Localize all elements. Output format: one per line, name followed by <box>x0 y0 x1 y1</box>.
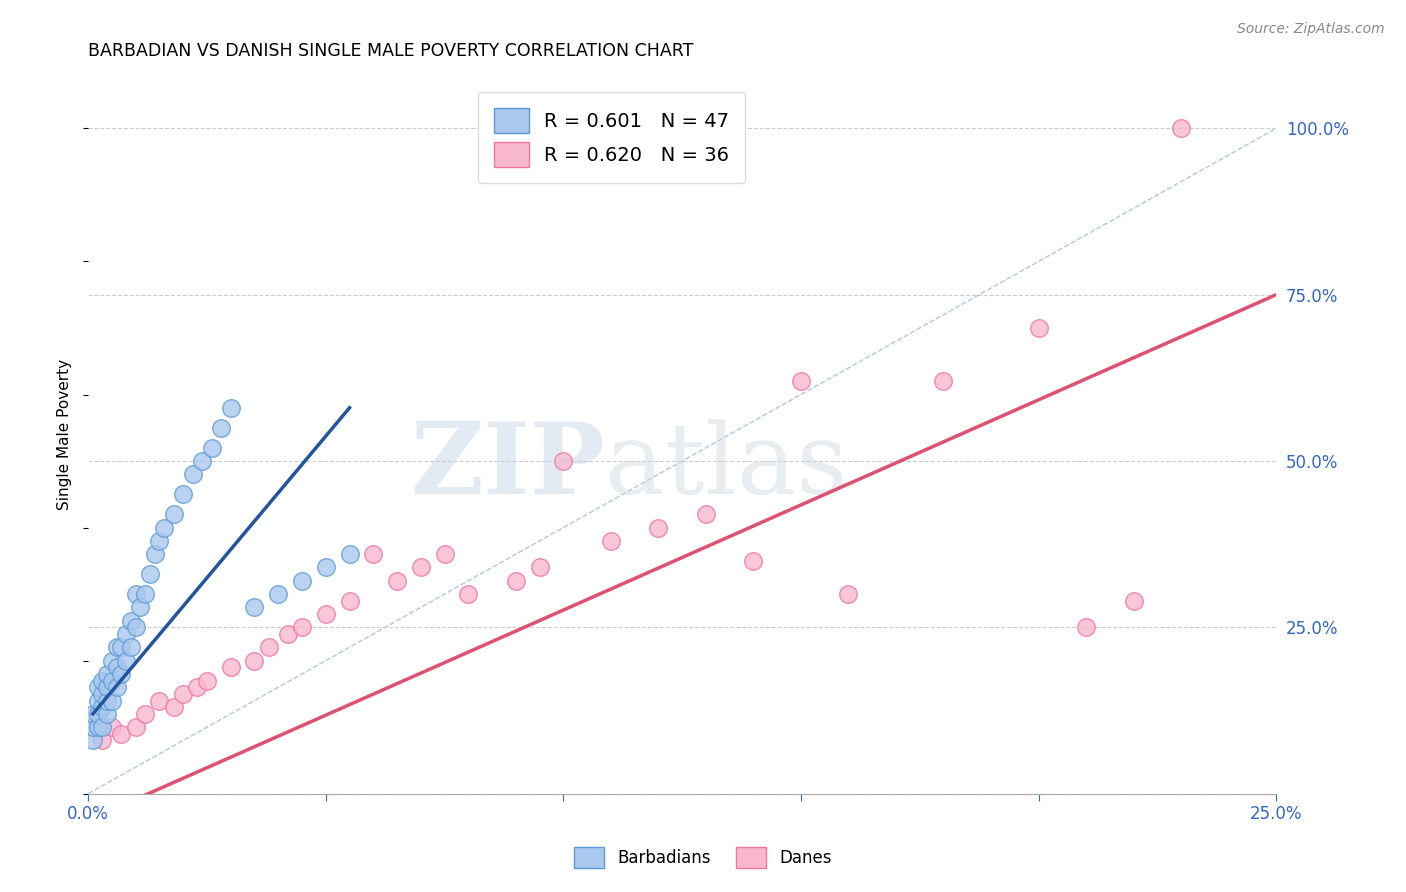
Point <box>1170 121 1192 136</box>
Point <box>191 454 214 468</box>
Point <box>86 693 108 707</box>
Point <box>96 667 118 681</box>
Point <box>82 706 104 721</box>
Point <box>385 574 408 588</box>
Point <box>82 733 104 747</box>
Point <box>291 620 314 634</box>
Point <box>361 547 384 561</box>
Point <box>599 533 621 548</box>
Point <box>1074 620 1097 634</box>
Point <box>120 640 142 655</box>
Point <box>91 700 114 714</box>
Point <box>115 654 138 668</box>
Point <box>101 693 124 707</box>
Point <box>91 720 114 734</box>
Point <box>101 720 124 734</box>
Point <box>209 421 232 435</box>
Point <box>129 600 152 615</box>
Point <box>1122 593 1144 607</box>
Y-axis label: Single Male Poverty: Single Male Poverty <box>58 359 72 510</box>
Point <box>339 593 361 607</box>
Point <box>172 487 194 501</box>
Point <box>96 680 118 694</box>
Text: ZIP: ZIP <box>411 418 605 516</box>
Point <box>790 374 813 388</box>
Point <box>148 693 170 707</box>
Point <box>647 520 669 534</box>
Point <box>120 614 142 628</box>
Point <box>86 720 108 734</box>
Legend: Barbadians, Danes: Barbadians, Danes <box>568 840 838 875</box>
Point <box>186 680 208 694</box>
Point <box>105 640 128 655</box>
Point <box>837 587 859 601</box>
Point <box>105 660 128 674</box>
Text: Source: ZipAtlas.com: Source: ZipAtlas.com <box>1237 22 1385 37</box>
Point <box>1028 321 1050 335</box>
Point <box>181 467 204 482</box>
Point <box>457 587 479 601</box>
Point <box>82 720 104 734</box>
Point <box>110 640 132 655</box>
Point <box>124 620 146 634</box>
Point <box>86 706 108 721</box>
Point <box>148 533 170 548</box>
Point <box>315 607 337 621</box>
Point <box>195 673 218 688</box>
Point <box>243 600 266 615</box>
Point <box>163 700 186 714</box>
Point <box>124 587 146 601</box>
Point <box>553 454 575 468</box>
Point <box>96 706 118 721</box>
Point <box>101 673 124 688</box>
Point <box>153 520 176 534</box>
Point <box>219 660 242 674</box>
Point <box>86 680 108 694</box>
Point <box>243 654 266 668</box>
Point <box>163 508 186 522</box>
Text: atlas: atlas <box>605 419 848 515</box>
Point <box>409 560 432 574</box>
Point <box>139 567 162 582</box>
Point <box>110 727 132 741</box>
Point <box>339 547 361 561</box>
Point <box>932 374 955 388</box>
Point <box>91 733 114 747</box>
Text: BARBADIAN VS DANISH SINGLE MALE POVERTY CORRELATION CHART: BARBADIAN VS DANISH SINGLE MALE POVERTY … <box>89 42 693 60</box>
Point <box>105 680 128 694</box>
Point <box>101 654 124 668</box>
Point <box>91 673 114 688</box>
Point <box>110 667 132 681</box>
Point <box>172 687 194 701</box>
Point <box>91 687 114 701</box>
Point <box>124 720 146 734</box>
Point <box>96 693 118 707</box>
Point <box>433 547 456 561</box>
Point <box>143 547 166 561</box>
Point <box>257 640 280 655</box>
Point <box>291 574 314 588</box>
Point <box>315 560 337 574</box>
Point <box>134 706 156 721</box>
Point <box>201 441 224 455</box>
Point <box>134 587 156 601</box>
Legend: R = 0.601   N = 47, R = 0.620   N = 36: R = 0.601 N = 47, R = 0.620 N = 36 <box>478 92 745 183</box>
Point <box>695 508 717 522</box>
Point <box>529 560 551 574</box>
Point <box>742 554 765 568</box>
Point <box>219 401 242 415</box>
Point <box>277 627 299 641</box>
Point <box>267 587 290 601</box>
Point <box>505 574 527 588</box>
Point <box>115 627 138 641</box>
